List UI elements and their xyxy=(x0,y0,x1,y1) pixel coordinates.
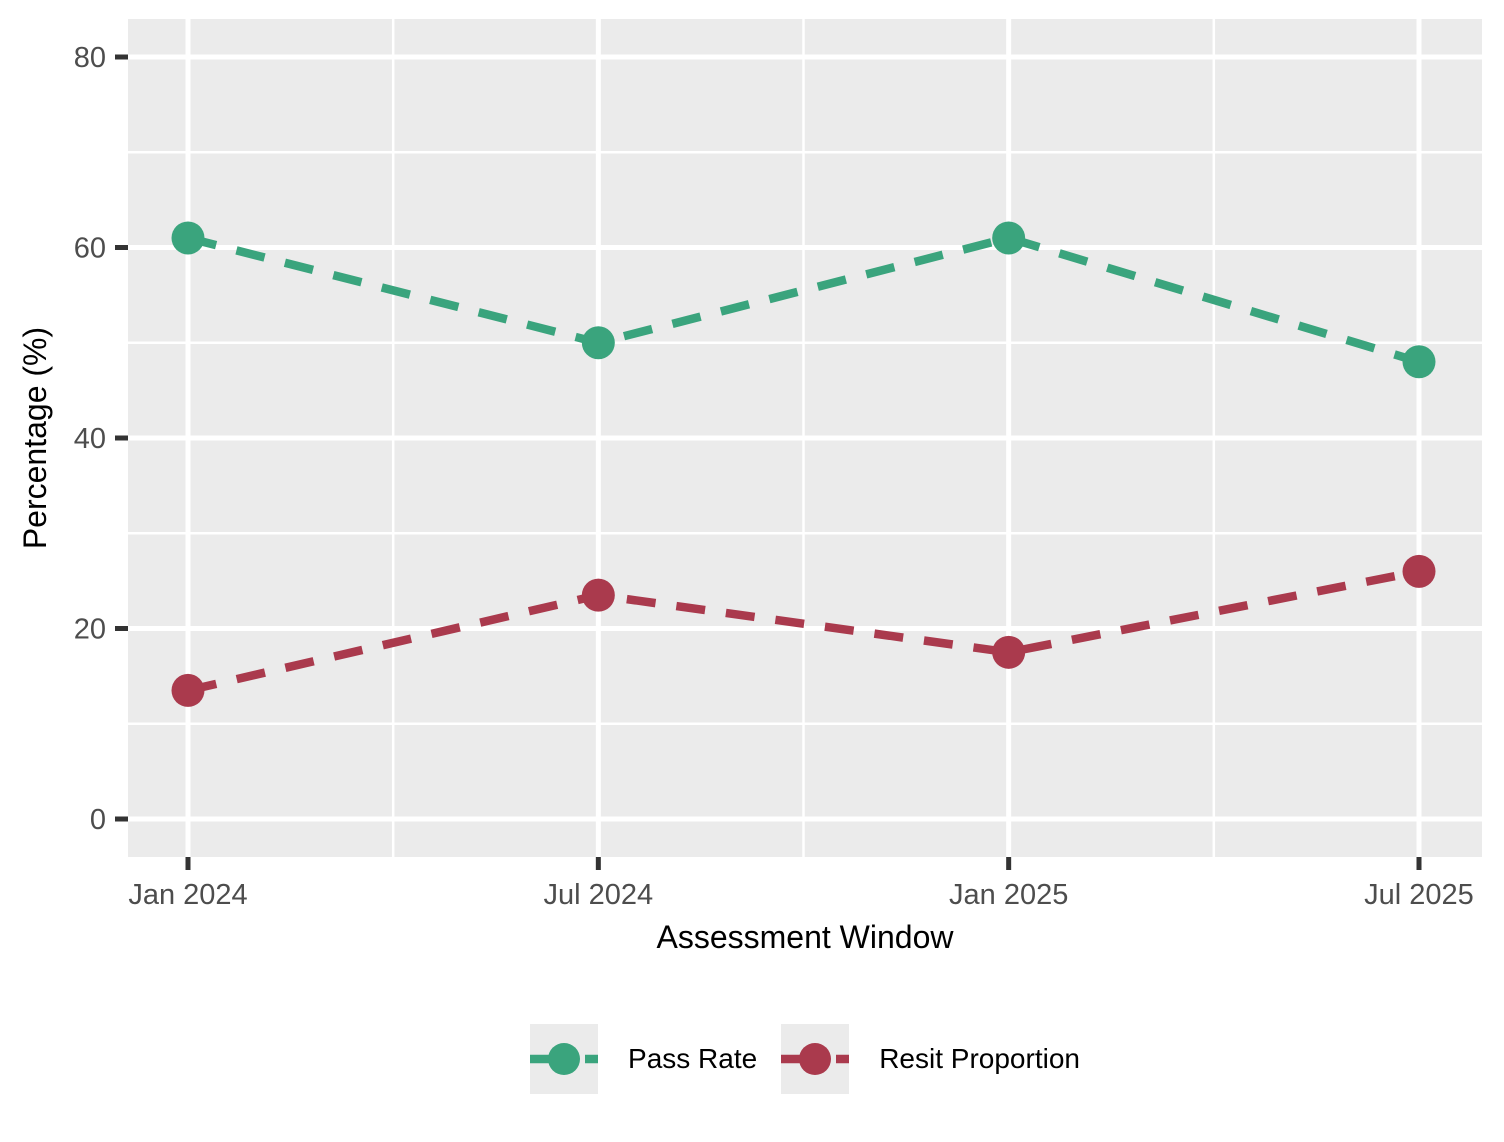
x-tick-label: Jul 2024 xyxy=(544,879,654,911)
legend-key-point xyxy=(799,1043,832,1075)
legend-item-resit-proportion: Resit Proportion xyxy=(781,1024,1080,1094)
series-line-pass-rate xyxy=(186,233,1421,366)
data-point-resit-proportion xyxy=(992,635,1026,669)
legend-item-pass-rate: Pass Rate xyxy=(530,1024,757,1094)
y-tick-label: 80 xyxy=(74,42,106,74)
legend-key-glyph xyxy=(781,1043,850,1075)
chart-canvas: 0 20 40 60 80 Jan 2024 Jul 2024 Jan 2025 Jul 202… xyxy=(17,19,1482,955)
data-point-pass-rate xyxy=(171,221,205,255)
legend-key-point xyxy=(548,1043,581,1075)
y-axis-title: Percentage (%) xyxy=(17,327,53,549)
series-line-resit-proportion xyxy=(187,567,1420,695)
legend-key-glyph xyxy=(530,1043,599,1075)
data-point-pass-rate xyxy=(581,326,615,360)
data-point-pass-rate xyxy=(1402,345,1436,379)
major-gridlines xyxy=(128,19,1482,857)
legend-key xyxy=(781,1024,850,1094)
y-tick-label: 20 xyxy=(74,614,106,646)
data-point-resit-proportion xyxy=(581,578,615,612)
y-tick-label: 40 xyxy=(74,423,106,455)
axis-ticks xyxy=(115,54,1422,870)
y-tick-label: 0 xyxy=(90,804,106,836)
x-tick-label: Jul 2025 xyxy=(1364,879,1474,911)
legend-label: Pass Rate xyxy=(628,1043,758,1074)
y-tick-label: 60 xyxy=(74,233,106,265)
axis-tick-labels: 0 20 40 60 80 Jan 2024 Jul 2024 Jan 2025 Jul 202… xyxy=(74,42,1474,911)
legend: Pass Rate Resit Proportion xyxy=(128,1024,1482,1094)
x-tick-label: Jan 2025 xyxy=(949,879,1068,911)
legend-key xyxy=(530,1024,599,1094)
data-point-resit-proportion xyxy=(171,673,205,707)
x-tick-label: Jan 2024 xyxy=(128,879,247,911)
data-point-pass-rate xyxy=(992,221,1026,255)
data-point-resit-proportion xyxy=(1402,554,1436,588)
x-axis-title: Assessment Window xyxy=(657,919,955,955)
data-series xyxy=(171,221,1436,707)
legend-label: Resit Proportion xyxy=(879,1043,1080,1074)
